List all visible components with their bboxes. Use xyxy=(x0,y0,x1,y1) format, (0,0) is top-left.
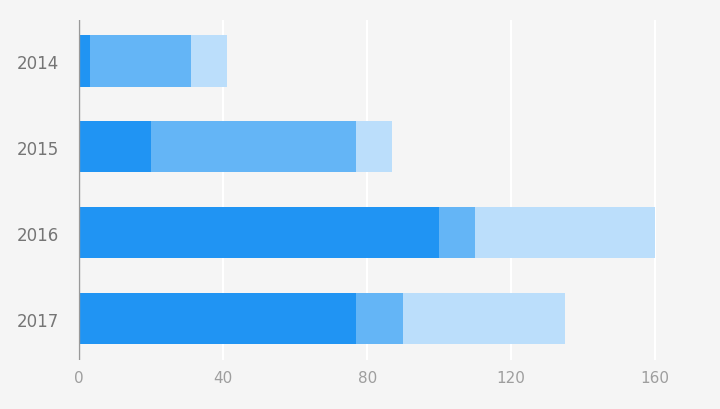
Bar xyxy=(151,121,356,173)
Bar xyxy=(475,207,655,259)
Bar xyxy=(191,36,227,87)
Bar xyxy=(90,36,191,87)
Bar xyxy=(439,207,475,259)
Bar xyxy=(79,293,356,344)
Bar xyxy=(79,207,439,259)
Bar xyxy=(356,121,392,173)
Bar xyxy=(356,293,403,344)
Bar xyxy=(403,293,565,344)
Bar xyxy=(79,36,90,87)
Bar xyxy=(79,121,151,173)
